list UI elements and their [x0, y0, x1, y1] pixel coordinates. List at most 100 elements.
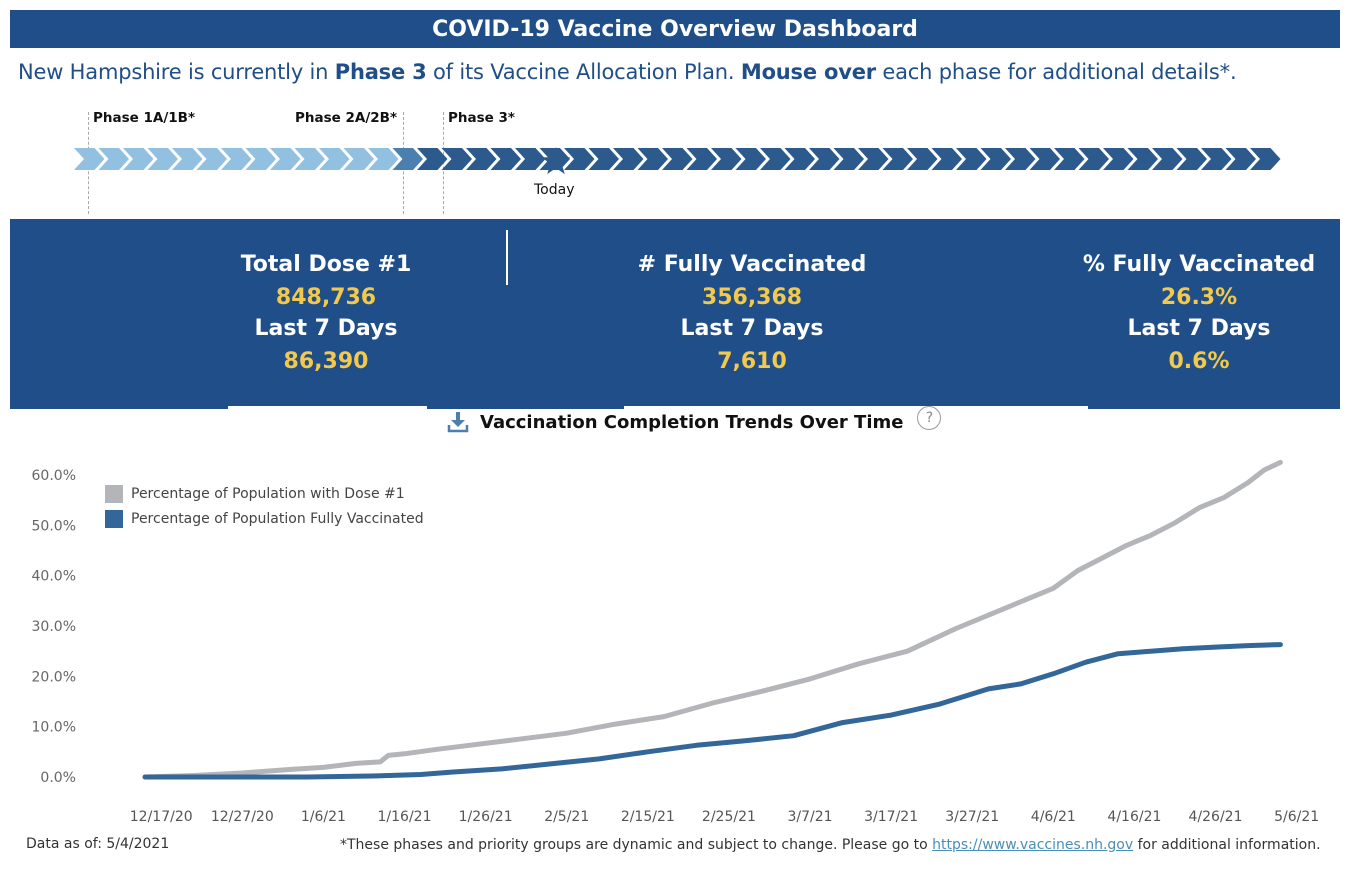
timeline-chevron	[343, 148, 374, 170]
kpi-label: # Fully Vaccinated	[637, 252, 867, 277]
vaccines-nh-link[interactable]: https://www.vaccines.nh.gov	[932, 837, 1134, 853]
dashboard-title: COVID-19 Vaccine Overview Dashboard	[10, 10, 1340, 48]
timeline-chevron	[368, 148, 399, 170]
x-tick-label: 12/27/20	[211, 809, 274, 825]
timeline-chevron	[882, 148, 913, 170]
kpi-sub-value: 0.6%	[1168, 349, 1230, 374]
help-icon[interactable]: ?	[917, 406, 942, 430]
today-star-icon	[541, 147, 571, 175]
today-label: Today	[534, 182, 575, 198]
y-tick-label: 40.0%	[32, 569, 76, 585]
series-line-dose-1[interactable]	[142, 459, 1283, 780]
timeline-chevron	[1103, 148, 1134, 170]
disclaimer-text: for additional information.	[1133, 837, 1321, 853]
timeline-chevron	[637, 148, 668, 170]
timeline-chevron	[809, 148, 840, 170]
download-icon[interactable]	[446, 410, 470, 434]
timeline-chevron	[931, 148, 962, 170]
timeline-chevron	[858, 148, 889, 170]
kpi-panel	[10, 219, 1340, 406]
x-tick-label: 12/17/20	[130, 809, 193, 825]
timeline-chevron	[956, 148, 987, 170]
legend-swatch	[105, 484, 123, 503]
x-tick-label: 1/16/21	[378, 809, 432, 825]
kpi-value: 26.3%	[1160, 285, 1238, 310]
disclaimer: *These phases and priority groups are dy…	[340, 837, 1321, 853]
timeline-chevron	[735, 148, 766, 170]
phase-1-label[interactable]: Phase 1A/1B*	[93, 110, 196, 126]
timeline-chevron	[294, 148, 325, 170]
timeline-chevron	[711, 148, 742, 170]
phase-timeline[interactable]	[74, 147, 1281, 175]
x-tick-label: 3/7/21	[787, 809, 832, 825]
data-as-of: Data as of: 5/4/2021	[26, 836, 170, 852]
y-tick-label: 10.0%	[32, 720, 76, 736]
timeline-chevron	[270, 148, 301, 170]
x-tick-label: 3/17/21	[864, 809, 918, 825]
timeline-chevron	[441, 148, 472, 170]
kpi-panel-edge	[1088, 406, 1340, 409]
series-line-fully-vaccinated[interactable]	[142, 642, 1283, 780]
timeline-chevron	[196, 148, 227, 170]
subtitle-part: New Hampshire is currently in	[18, 60, 335, 84]
timeline-chevron	[588, 148, 619, 170]
timeline-chevron	[221, 148, 252, 170]
y-tick-label: 20.0%	[32, 669, 76, 685]
legend-item-dose-1[interactable]: Percentage of Population with Dose #1	[105, 481, 424, 506]
timeline-chevron	[392, 148, 423, 170]
timeline-chevron	[319, 148, 350, 170]
timeline-chevron	[613, 148, 644, 170]
legend-label: Percentage of Population Fully Vaccinate…	[131, 510, 424, 527]
timeline-chevron	[74, 148, 105, 170]
timeline-chevron	[1029, 148, 1060, 170]
timeline-chevron	[907, 148, 938, 170]
x-tick-label: 2/5/21	[544, 809, 589, 825]
kpi-panel-edge	[10, 406, 228, 409]
timeline-chevron	[1201, 148, 1232, 170]
timeline-chevron	[147, 148, 178, 170]
x-tick-label: 4/16/21	[1107, 809, 1161, 825]
x-tick-label: 2/25/21	[702, 809, 756, 825]
phase-2-label[interactable]: Phase 2A/2B*	[295, 110, 398, 126]
timeline-chevron	[1250, 148, 1281, 170]
x-tick-label: 5/6/21	[1274, 809, 1319, 825]
y-tick-label: 30.0%	[32, 619, 76, 635]
timeline-chevron	[1078, 148, 1109, 170]
kpi-panel-edge	[427, 406, 624, 409]
x-tick-label: 1/6/21	[301, 809, 346, 825]
x-tick-label: 3/27/21	[945, 809, 999, 825]
timeline-chevron	[245, 148, 276, 170]
kpi-sub-value: 86,390	[283, 349, 369, 374]
timeline-chevron	[833, 148, 864, 170]
current-phase-highlight: Phase 3	[334, 60, 427, 84]
timeline-chevron	[760, 148, 791, 170]
mouse-over-highlight: Mouse over	[740, 60, 876, 84]
timeline-chevron	[515, 148, 546, 170]
legend-label: Percentage of Population with Dose #1	[131, 485, 405, 502]
kpi-value: 848,736	[275, 285, 377, 310]
legend-item-fully-vaccinated[interactable]: Percentage of Population Fully Vaccinate…	[105, 506, 424, 531]
phase-3-label[interactable]: Phase 3*	[448, 110, 515, 126]
x-tick-label: 4/26/21	[1189, 809, 1243, 825]
timeline-chevron	[466, 148, 497, 170]
timeline-chevron	[123, 148, 154, 170]
timeline-chevron	[1005, 148, 1036, 170]
disclaimer-text: *These phases and priority groups are dy…	[340, 837, 933, 853]
timeline-chevron	[662, 148, 693, 170]
kpi-total-dose-1: Total Dose #1 848,736 Last 7 Days 86,390	[196, 250, 456, 378]
kpi-sub-label: Last 7 Days	[254, 316, 398, 341]
kpi-label: % Fully Vaccinated	[1082, 252, 1316, 277]
kpi-percent-fully-vaccinated: % Fully Vaccinated 26.3% Last 7 Days 0.6…	[1058, 250, 1340, 378]
timeline-chevron	[1127, 148, 1158, 170]
timeline-chevron	[1176, 148, 1207, 170]
chart-legend: Percentage of Population with Dose #1 Pe…	[105, 481, 424, 531]
phase-status-text: New Hampshire is currently in Phase 3 of…	[18, 60, 1237, 84]
vaccination-trend-chart: 0.0% 10.0% 20.0% 30.0% 40.0% 50.0% 60.0% 12/17…	[32, 459, 1319, 825]
timeline-chevron	[784, 148, 815, 170]
timeline-chevron	[980, 148, 1011, 170]
timeline-chevron	[98, 148, 129, 170]
timeline-chevron	[686, 148, 717, 170]
x-tick-label: 1/26/21	[459, 809, 513, 825]
kpi-label: Total Dose #1	[240, 252, 412, 277]
kpi-value: 356,368	[701, 285, 803, 310]
